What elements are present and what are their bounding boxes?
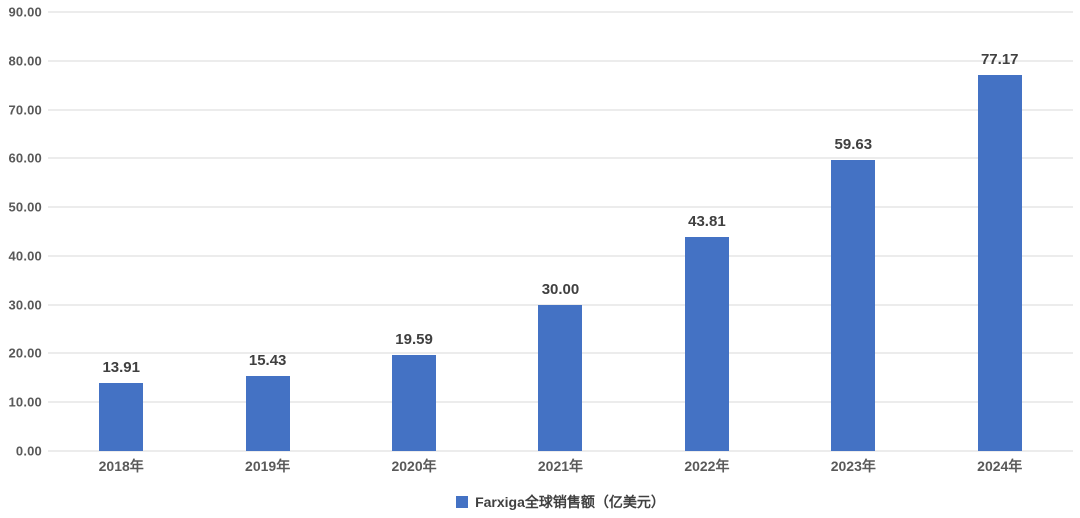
y-axis-tick-label: 60.00: [8, 150, 42, 166]
bar-value-label: 13.91: [102, 359, 140, 377]
x-axis-tick-label: 2019年: [245, 458, 291, 474]
bar: [684, 237, 729, 451]
x-axis: 2018年 2019年 2020年 2021年 2022年 2023年 2024年: [48, 456, 1073, 476]
x-axis-tick-label: 2021年: [537, 458, 584, 474]
bar-value-label: 59.63: [834, 136, 873, 154]
gridline: [48, 109, 1073, 111]
gridline: [48, 450, 1073, 452]
y-axis-tick-label: 10.00: [8, 394, 42, 410]
gridline: [48, 157, 1073, 159]
x-axis-tick-label: 2022年: [684, 458, 730, 474]
bar-slot: 43.81: [634, 12, 780, 451]
bar-value-label: 19.59: [395, 331, 433, 349]
gridline: [48, 206, 1073, 208]
bar-slot: 19.59: [341, 12, 487, 451]
bar: [831, 160, 876, 451]
y-axis-tick-label: 50.00: [8, 199, 42, 215]
x-axis-tick-label: 2023年: [830, 458, 876, 474]
y-axis-tick-label: 0.00: [15, 443, 42, 459]
gridline: [48, 255, 1073, 257]
x-axis-tick-label: 2024年: [977, 458, 1023, 474]
legend-swatch-icon: [456, 496, 469, 508]
y-axis-tick-label: 40.00: [8, 248, 42, 264]
y-axis-tick-label: 70.00: [8, 102, 42, 118]
legend: Farxiga全球销售额（亿美元）: [48, 492, 1073, 512]
bar-slot: 13.91: [48, 12, 194, 451]
bar-value-label: 77.17: [980, 50, 1019, 68]
gridline: [48, 60, 1073, 62]
x-axis-tick-label: 2020年: [391, 458, 437, 474]
bars-row: 13.91 15.43 19.59 30.00 43.81 59.63 77.17: [48, 12, 1073, 451]
bar-slot: 15.43: [194, 12, 340, 451]
y-axis-tick-label: 20.00: [8, 345, 42, 361]
x-axis-tick-label: 2018年: [98, 458, 144, 474]
bar-value-label: 30.00: [541, 280, 580, 298]
plot-area: 13.91 15.43 19.59 30.00 43.81 59.63 77.17: [48, 11, 1073, 452]
y-axis-tick-label: 80.00: [8, 53, 42, 69]
bar: [99, 383, 144, 451]
y-axis: 0.00 10.00 20.00 30.00 40.00 50.00 60.00 70.00 8…: [0, 5, 44, 459]
bar: [538, 304, 583, 451]
bar: [392, 355, 437, 451]
bar-value-label: 43.81: [688, 213, 726, 231]
legend-label: Farxiga全球销售额（亿美元）: [475, 494, 665, 510]
bar-slot: 77.17: [927, 12, 1073, 451]
bar: [977, 74, 1022, 451]
bar: [245, 375, 290, 451]
bar-value-label: 15.43: [248, 351, 287, 369]
gridline: [48, 11, 1073, 13]
y-axis-tick-label: 30.00: [8, 297, 42, 313]
bar-slot: 30.00: [487, 12, 633, 451]
bar-slot: 59.63: [780, 12, 926, 451]
y-axis-tick-label: 90.00: [8, 4, 42, 20]
